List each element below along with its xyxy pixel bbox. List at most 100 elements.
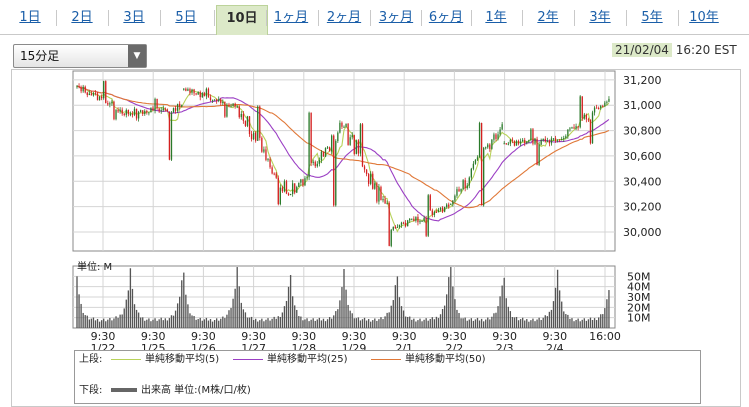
volume-bar [324,321,327,328]
volume-bar [255,318,257,328]
candle-body [382,199,384,201]
chevron-down-icon[interactable]: ▼ [128,45,146,67]
tab-13[interactable]: 5年 [641,10,663,25]
candle-body [257,106,259,141]
tab-separator [522,10,523,26]
volume-bar [261,318,263,328]
candle-body [279,187,281,205]
candle-body [470,168,473,178]
candle-body [353,135,355,154]
candle-body [252,132,255,140]
tab-8[interactable]: 3ヶ月 [378,10,414,25]
volume-bar [468,319,470,328]
candle-body [160,110,162,112]
volume-bar [326,319,329,328]
volume-bar [339,300,341,328]
candle-body [103,81,105,99]
volume-bar [302,320,304,328]
tab-5[interactable]: 10日 [216,5,268,35]
candle-body [509,139,512,144]
volume-bar [382,319,384,328]
tab-7[interactable]: 2ヶ月 [326,10,362,25]
volume-bar [507,306,509,328]
volume-bar [575,319,577,328]
candle-body [170,112,173,160]
tab-6[interactable]: 1ヶ月 [273,10,309,25]
volume-bar [602,314,604,328]
candle-body [534,138,536,144]
tab-11[interactable]: 2年 [537,10,559,25]
candle-body [166,109,169,112]
volume-bar [129,268,132,328]
volume-bar [353,318,355,328]
volume-bar [86,315,88,328]
tab-12[interactable]: 3年 [589,10,611,25]
volume-bar [600,314,602,328]
volume-bar [341,287,343,328]
legend-line-ma5 [111,358,141,360]
candle-body [491,139,493,149]
volume-bar [421,321,423,328]
interval-select[interactable]: 15分足 ▼ [13,44,147,68]
volume-bar [215,318,218,328]
volume-bar [425,318,427,328]
volume-bar [314,320,316,328]
candle-body [423,217,425,221]
candle-body [468,177,470,186]
candle-body [300,179,302,183]
tab-1[interactable]: 1日 [19,10,41,25]
tab-14[interactable]: 10年 [689,10,719,25]
candle-body [513,140,516,146]
volume-bar [462,318,464,328]
volume-bar [328,317,331,328]
volume-bar [454,299,456,328]
volume-bar [142,317,144,328]
volume-bar [458,313,460,328]
candle-body [404,222,407,227]
candle-body [386,202,388,204]
volume-bar [78,294,80,328]
volume-bar [478,320,481,328]
volume-bar [281,312,284,328]
volume-bar [359,320,362,328]
candle-body [277,177,279,205]
volume-unit-label: 単位: M [77,260,112,273]
volume-bar [269,320,271,328]
volume-bar [604,308,606,328]
volume-bar [554,287,557,328]
tab-3[interactable]: 3日 [123,10,145,25]
volume-bars [76,267,610,328]
candle-body [443,206,446,212]
tab-separator [574,10,575,26]
volume-bar [209,319,212,328]
x-tick-time: 9:30 [91,330,116,343]
volume-bar [211,321,214,328]
volume-bar [222,316,224,328]
tab-4[interactable]: 5日 [175,10,197,25]
volume-bar [550,309,553,328]
candle-body [164,108,166,110]
candle-body [515,141,518,146]
volume-bar [437,318,440,328]
candle-body [162,108,164,111]
volume-bar [318,317,321,328]
candle-body [593,107,596,113]
volume-bar [489,319,491,328]
volume-bar [316,319,318,328]
candle-body [507,143,509,145]
candle-body [450,204,452,206]
tab-9[interactable]: 6ヶ月 [428,10,464,25]
timestamp: 21/02/04 16:20 EST [612,38,737,62]
volume-bar [150,321,152,328]
tab-2[interactable]: 2日 [71,10,93,25]
candle-body [244,120,247,126]
volume-bar [448,277,450,328]
volume-bar [530,320,532,328]
candle-body [158,108,160,112]
volume-bar [267,318,269,328]
volume-bar [532,318,534,328]
candle-body [181,105,183,107]
volume-bar [450,267,452,328]
tab-10[interactable]: 1年 [485,10,507,25]
